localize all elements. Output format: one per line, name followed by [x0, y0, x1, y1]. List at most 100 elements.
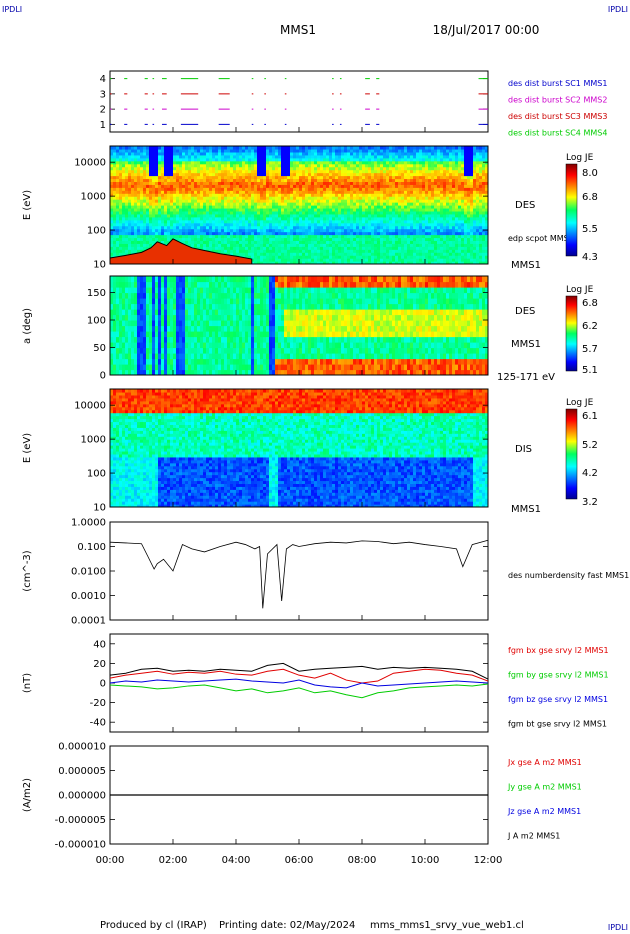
spectrogram-cell — [377, 249, 381, 253]
spectrogram-cell — [221, 190, 225, 194]
spectrogram-cell — [110, 196, 114, 200]
spectrogram-cell — [461, 178, 465, 182]
spectrogram-cell — [260, 240, 264, 244]
spectrogram-cell — [416, 199, 420, 203]
spectrogram-cell — [245, 151, 249, 156]
spectrogram-cell — [413, 213, 417, 218]
spectrogram-cell — [404, 249, 408, 253]
spectrogram-cell — [197, 228, 201, 233]
spectrogram-cell — [215, 228, 219, 233]
spectrogram-cell — [368, 163, 372, 168]
spectrogram-cell — [263, 169, 267, 174]
spectrogram-cell — [278, 151, 282, 156]
spectrogram-cell — [233, 175, 237, 180]
spectrogram-cell — [236, 146, 240, 150]
spectrogram-cell — [266, 193, 270, 197]
spectrogram-cell — [461, 160, 465, 165]
spectrogram-cell — [284, 237, 288, 241]
spectrogram-cell — [419, 246, 423, 250]
spectrogram-cell — [173, 178, 177, 182]
spectrogram-cell — [305, 210, 309, 215]
spectrogram-cell — [341, 261, 345, 264]
spectrogram-cell — [152, 240, 156, 244]
spectrogram-cell — [218, 196, 222, 200]
spectrogram-cell — [260, 187, 264, 191]
spectrogram-cell — [314, 187, 318, 191]
spectrogram-cell — [413, 169, 417, 174]
spectrogram-cell — [164, 207, 168, 212]
spectrogram-cell — [317, 261, 321, 264]
spectrogram-cell — [341, 205, 345, 209]
spectrogram-cell — [425, 261, 429, 264]
spectrogram-cell — [446, 231, 450, 236]
spectrogram-cell — [224, 246, 228, 250]
spectrogram-cell — [440, 249, 444, 253]
spectrogram-cell — [380, 261, 384, 264]
spectrogram-cell — [461, 148, 465, 153]
spectrogram-cell — [245, 243, 249, 247]
spectrogram-cell — [233, 169, 237, 174]
spectrogram-cell — [335, 187, 339, 191]
spectrogram-cell — [236, 169, 240, 174]
spectrogram-cell — [326, 196, 330, 200]
spectrogram-cell — [179, 202, 183, 206]
spectrogram-cell — [398, 207, 402, 212]
spectrogram-cell — [158, 163, 162, 168]
spectrogram-cell — [191, 210, 195, 215]
spectrogram-cell — [437, 231, 441, 236]
spectrogram-cell — [437, 255, 441, 259]
spectrogram-cell — [332, 237, 336, 241]
spectrogram-cell — [239, 146, 243, 150]
spectrogram-cell — [275, 205, 279, 209]
spectrogram-cell — [407, 213, 411, 218]
spectrogram-cell — [182, 216, 186, 221]
spectrogram-cell — [353, 202, 357, 206]
spectrogram-cell — [419, 225, 423, 230]
spectrogram-cell — [395, 228, 399, 233]
spectrogram-cell — [368, 219, 372, 224]
spectrogram-cell — [470, 207, 474, 212]
spectrogram-cell — [287, 219, 291, 224]
spectrogram-cell — [170, 163, 174, 168]
spectrogram-cell — [392, 187, 396, 191]
spectrogram-cell — [443, 178, 447, 182]
spectrogram-cell — [317, 237, 321, 241]
spectrogram-cell — [146, 237, 150, 241]
spectrogram-cell — [404, 190, 408, 194]
spectrogram-cell — [428, 178, 432, 182]
spectrogram-cell — [194, 237, 198, 241]
spectrogram-cell — [377, 181, 381, 185]
spectrogram-cell — [221, 196, 225, 200]
spectrogram-cell — [413, 163, 417, 168]
spectrogram-cell — [290, 178, 294, 182]
spectrogram-cell — [140, 175, 144, 180]
spectrogram-cell — [308, 175, 312, 180]
spectrogram-cell — [443, 228, 447, 233]
spectrogram-cell — [473, 205, 477, 209]
spectrogram-cell — [266, 243, 270, 247]
spectrogram-cell — [245, 172, 249, 177]
spectrogram-cell — [347, 190, 351, 194]
spectrogram-cell — [347, 148, 351, 153]
spectrogram-cell — [272, 187, 276, 191]
spectrogram-cell — [161, 169, 165, 174]
spectrogram-cell — [401, 151, 405, 156]
spectrogram-cell — [305, 225, 309, 230]
spectrogram-cell — [440, 172, 444, 177]
spectrogram-cell — [140, 228, 144, 233]
spectrogram-cell — [113, 154, 117, 159]
spectrogram-cell — [455, 246, 459, 250]
spectrogram-cell — [221, 207, 225, 212]
spectrogram-cell — [440, 207, 444, 212]
spectrogram-cell — [344, 172, 348, 177]
spectrogram-cell — [434, 202, 438, 206]
spectrogram-cell — [464, 163, 468, 168]
spectrogram-cell — [461, 249, 465, 253]
spectrogram-cell — [470, 234, 474, 239]
spectrogram-cell — [371, 249, 375, 253]
spectrogram-cell — [413, 196, 417, 200]
spectrogram-cell — [383, 181, 387, 185]
spectrogram-cell — [473, 258, 477, 262]
spectrogram-cell — [215, 249, 219, 253]
spectrogram-cell — [443, 240, 447, 244]
